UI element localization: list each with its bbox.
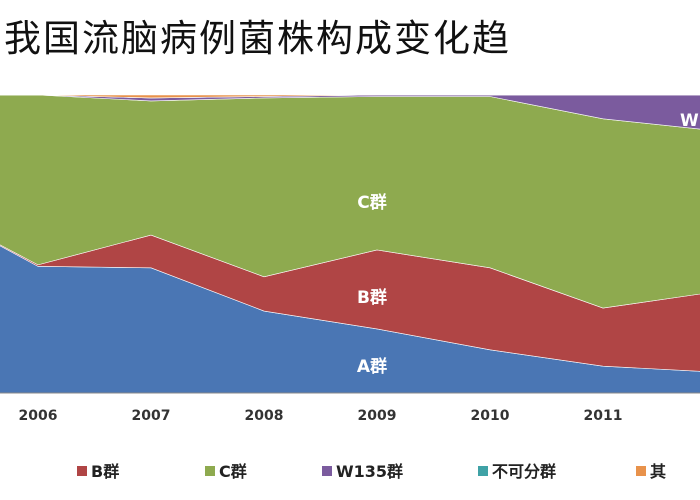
plot-areas bbox=[0, 94, 700, 394]
area-label: B群 bbox=[357, 287, 387, 308]
legend-label: W135群 bbox=[336, 462, 403, 481]
x-tick-label: 2008 bbox=[245, 408, 284, 424]
x-tick-label: 2007 bbox=[132, 408, 171, 424]
legend-swatch bbox=[636, 466, 646, 476]
area-label: C群 bbox=[357, 192, 386, 213]
legend-label: C群 bbox=[219, 462, 247, 481]
legend-swatch bbox=[322, 466, 332, 476]
x-tick-label: 2011 bbox=[584, 408, 623, 424]
x-axis-ticks: 2006200720082009201020112 bbox=[19, 408, 623, 424]
area-series-5 bbox=[0, 94, 700, 99]
legend: B群 C群 W135群 不可分群 其 bbox=[77, 462, 666, 481]
x-tick-label: 2006 bbox=[19, 408, 58, 424]
legend-label: 其 bbox=[650, 462, 666, 481]
legend-swatch bbox=[77, 466, 87, 476]
chart-title: 我国流脑病例菌株构成变化趋 bbox=[4, 17, 511, 60]
legend-label: B群 bbox=[91, 462, 119, 481]
area-label: W bbox=[680, 111, 699, 131]
legend-swatch bbox=[205, 466, 215, 476]
x-tick-label: 2010 bbox=[471, 408, 510, 424]
area-label: A群 bbox=[357, 356, 387, 377]
x-tick-label: 2009 bbox=[358, 408, 397, 424]
legend-swatch bbox=[478, 466, 488, 476]
area-labels: A群 B群 C群 W bbox=[357, 111, 699, 377]
legend-label: 不可分群 bbox=[492, 462, 556, 481]
